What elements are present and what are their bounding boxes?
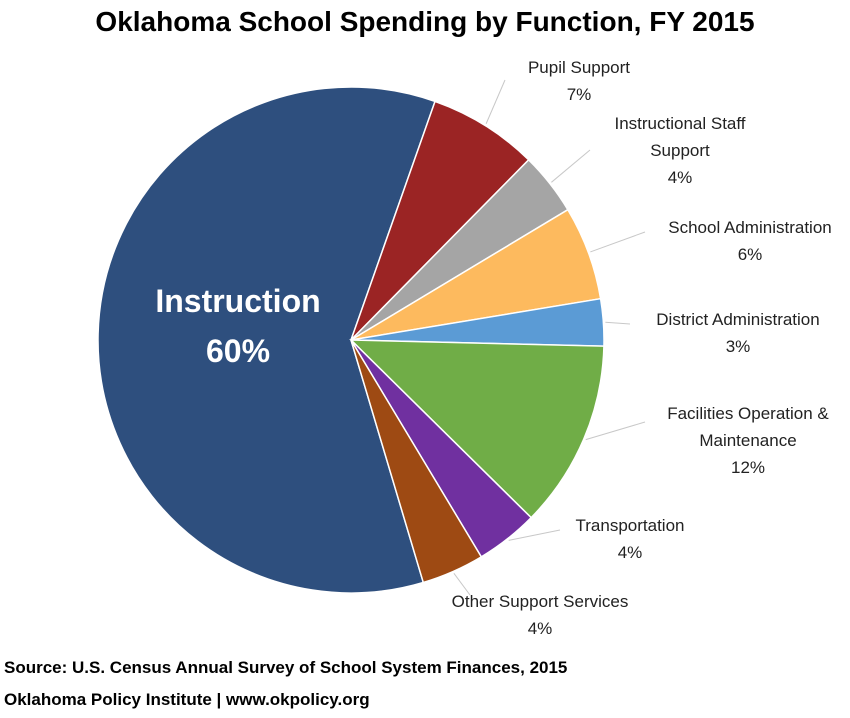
value-label: 7%	[566, 85, 592, 104]
category-label: Instruction	[155, 283, 321, 319]
leader-line	[551, 149, 591, 183]
slice-label: Facilities Operation & Maintenance 12%	[648, 400, 848, 481]
leader-line	[508, 529, 561, 541]
credit-note: Oklahoma Policy Institute | www.okpolicy…	[4, 690, 370, 709]
category-label: Other Support Services	[451, 592, 629, 611]
category-label: Instructional Staff Support	[614, 114, 746, 160]
leader-line	[453, 573, 471, 596]
value-label: 4%	[667, 168, 693, 187]
value-label: 3%	[725, 337, 751, 356]
pie-slice	[97, 86, 436, 594]
slice-label: Transportation 4%	[550, 512, 710, 566]
value-label: 4%	[527, 619, 553, 638]
category-label: District Administration	[656, 310, 820, 329]
leader-line	[590, 231, 646, 253]
pie-slice	[350, 100, 530, 341]
slice-label: Instructional Staff Support 4%	[595, 110, 765, 191]
slice-label: Other Support Services 4%	[430, 588, 650, 642]
source-note: Source: U.S. Census Annual Survey of Sch…	[4, 658, 568, 677]
category-label: Pupil Support	[527, 58, 631, 77]
slice-label: School Administration 6%	[640, 214, 850, 268]
leader-line	[585, 421, 646, 441]
leader-line	[485, 79, 506, 124]
slice-label: Pupil Support 7%	[499, 54, 659, 108]
value-label: 6%	[737, 245, 763, 264]
category-label: School Administration	[668, 218, 832, 237]
value-label: 4%	[617, 543, 643, 562]
pie-slice	[349, 339, 605, 519]
category-label: Facilities Operation & Maintenance	[667, 404, 829, 450]
slice-label: Instruction 60%	[138, 276, 338, 376]
chart-title: Oklahoma School Spending by Function, FY…	[95, 6, 755, 37]
pie-slice	[350, 339, 483, 584]
category-label: Transportation	[575, 516, 685, 535]
value-label: 12%	[730, 458, 766, 477]
slice-label: District Administration 3%	[628, 306, 848, 360]
leader-line	[605, 321, 631, 325]
value-label: 60%	[205, 333, 271, 369]
